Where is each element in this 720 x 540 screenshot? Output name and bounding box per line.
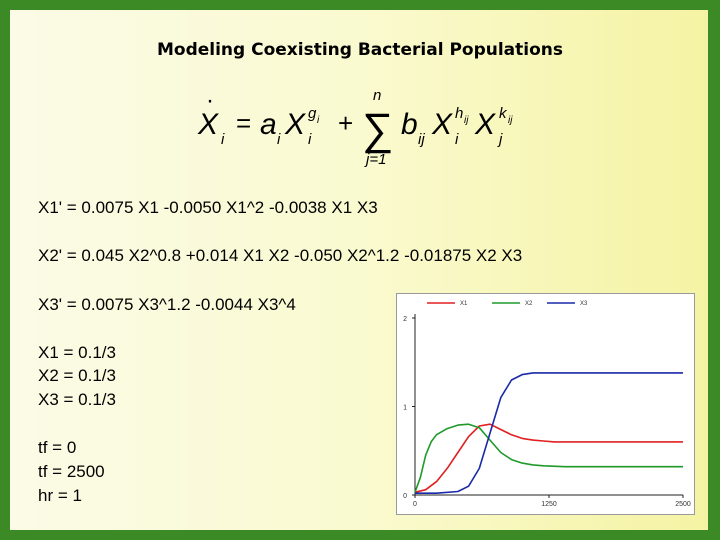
formula-equals: =: [236, 108, 251, 138]
time-step: hr = 1: [38, 486, 82, 505]
formula-sum-bottom: j=1: [364, 151, 386, 168]
formula-x2-sup-sub: ij: [464, 115, 469, 126]
formula-sum-top: n: [373, 87, 381, 104]
y-tick-label: 0: [403, 493, 407, 500]
x-tick-label: 2500: [675, 501, 691, 508]
formula-x1: X: [284, 108, 306, 141]
formula-x1-sup: g: [308, 105, 317, 122]
formula-plus: +: [338, 108, 353, 138]
time-start: tf = 0: [38, 438, 77, 457]
formula-lhs: X: [197, 108, 219, 141]
formula-dot: ·: [206, 87, 214, 114]
formula-x2-sub: i: [455, 131, 459, 148]
formula-x3-sub: j: [497, 131, 503, 148]
x-tick-label: 1250: [541, 501, 557, 508]
formula-a: a: [260, 108, 277, 141]
initial-x2: X2 = 0.1/3: [38, 366, 116, 385]
formula-a-sub: i: [277, 131, 281, 148]
series-line-x1: [414, 423, 683, 494]
initial-x1: X1 = 0.1/3: [38, 343, 116, 362]
formula-x1-sup-sub: i: [317, 115, 320, 126]
equation-x2-rate: X2' = 0.045 X2^0.8 +0.014 X1 X2 -0.050 X…: [38, 246, 523, 265]
population-chart: 0 1 2 0 1250 2500 X1 X2 X3: [396, 293, 695, 515]
formula-x1-sub: i: [308, 131, 312, 148]
legend-label-x2: X2: [525, 301, 533, 307]
legend-label-x1: X1: [460, 301, 468, 307]
formula-b: b: [401, 108, 418, 141]
series-line-x3: [415, 372, 683, 494]
power-law-formula: · X i = a i X g i i + n ∑ j=1 b ij X h i…: [197, 87, 513, 168]
formula-x2-sup: h: [455, 105, 463, 122]
legend-label-x3: X3: [580, 301, 588, 307]
formula-x3-sup-sub: ij: [508, 115, 513, 126]
series-line-x2: [414, 423, 683, 493]
slide-title: Modeling Coexisting Bacterial Population…: [156, 40, 564, 60]
x-tick-label: 0: [413, 501, 417, 508]
equation-x3-rate: X3' = 0.0075 X3^1.2 -0.0044 X3^4: [38, 295, 296, 314]
formula-b-sub: ij: [418, 131, 425, 148]
formula-x3-sup: k: [499, 105, 508, 122]
formula-x2: X: [431, 108, 453, 141]
population-chart-svg: 0 1 2 0 1250 2500 X1 X2 X3: [403, 301, 691, 508]
formula-sum-symbol: ∑: [362, 105, 393, 154]
initial-x3: X3 = 0.1/3: [38, 390, 116, 409]
y-tick-label: 2: [403, 316, 407, 323]
y-tick-label: 1: [403, 405, 407, 412]
formula-lhs-sub: i: [221, 131, 225, 148]
formula-x3: X: [474, 108, 496, 141]
time-final: tf = 2500: [38, 462, 105, 481]
equation-x1-rate: X1' = 0.0075 X1 -0.0050 X1^2 -0.0038 X1 …: [38, 198, 378, 217]
